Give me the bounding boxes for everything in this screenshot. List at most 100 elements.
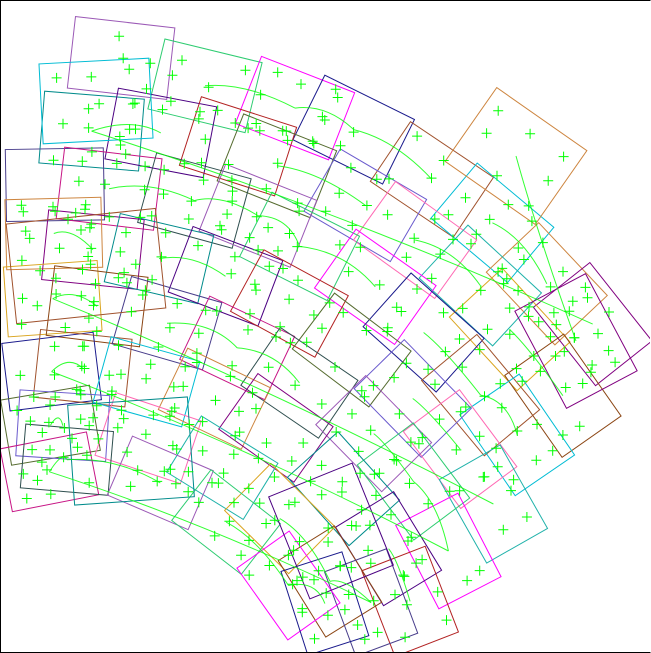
feature-point-marker (322, 610, 333, 621)
match-line (52, 294, 98, 307)
match-line (353, 129, 433, 180)
feature-point-marker (124, 64, 135, 75)
feature-point-marker (50, 392, 61, 402)
tiles-layer (1, 16, 650, 652)
match-line (91, 123, 162, 134)
feature-point-marker (251, 285, 261, 296)
feature-point-marker (158, 189, 169, 200)
match-line (423, 332, 481, 396)
feature-point-marker (25, 416, 36, 427)
image-tile (418, 224, 543, 347)
feature-point-marker (398, 570, 409, 581)
feature-point-marker (84, 420, 95, 431)
match-line (48, 456, 68, 473)
feature-point-marker (83, 313, 94, 324)
feature-point-marker (559, 346, 570, 357)
feature-point-marker (309, 574, 319, 585)
feature-point-marker (585, 367, 596, 378)
tile-outline (41, 209, 145, 290)
feature-point-marker (545, 331, 556, 342)
feature-point-marker (104, 370, 115, 381)
feature-point-marker (193, 113, 204, 124)
feature-point-marker (339, 604, 350, 615)
feature-point-marker (316, 489, 327, 500)
feature-point-marker (284, 294, 295, 305)
feature-point-marker (319, 115, 330, 125)
feature-point-marker (227, 360, 238, 371)
feature-point-marker (32, 475, 43, 486)
image-tile (38, 57, 154, 145)
feature-point-marker (130, 259, 141, 270)
feature-point-marker (264, 261, 275, 272)
feature-point-marker (336, 487, 347, 497)
feature-point-marker (71, 384, 82, 395)
feature-point-marker (345, 162, 356, 173)
feature-point-marker (504, 303, 515, 314)
feature-point-marker (324, 297, 335, 308)
tile-outline (362, 272, 485, 393)
feature-point-marker (390, 589, 400, 600)
feature-point-marker (193, 497, 204, 508)
feature-point-marker (113, 272, 124, 283)
feature-point-marker (330, 362, 340, 372)
feature-point-marker (348, 127, 359, 138)
tile-outline (356, 422, 471, 541)
feature-point-marker (197, 445, 208, 456)
feature-point-marker (558, 266, 568, 277)
feature-point-marker (495, 378, 506, 389)
image-tile (229, 249, 349, 358)
feature-point-marker (399, 571, 410, 582)
image-tile (238, 191, 361, 302)
image-tile (240, 326, 359, 439)
match-line (237, 347, 300, 384)
feature-point-marker (444, 486, 455, 497)
feature-point-marker (191, 348, 202, 359)
feature-point-marker (156, 251, 167, 262)
feature-point-marker (524, 301, 534, 312)
tile-outline (352, 180, 478, 300)
feature-point-marker (451, 444, 462, 455)
feature-point-marker (438, 307, 449, 318)
feature-point-marker (543, 175, 554, 186)
tile-outline (92, 336, 201, 428)
feature-point-marker (532, 419, 542, 430)
feature-point-marker (264, 560, 275, 571)
feature-point-marker (159, 466, 170, 477)
feature-point-marker (285, 337, 296, 348)
feature-point-marker (389, 372, 400, 383)
tile-outline (369, 120, 495, 238)
tile-outline (280, 551, 370, 652)
feature-point-marker (147, 274, 158, 285)
tile-outline (94, 391, 202, 485)
tile-outline (2, 259, 103, 338)
tile-outline (238, 191, 361, 302)
feature-point-marker (75, 389, 86, 400)
feature-point-marker (91, 400, 102, 411)
feature-point-marker (83, 251, 94, 262)
feature-point-marker (198, 175, 209, 186)
feature-point-marker (83, 103, 94, 114)
feature-point-marker (513, 285, 524, 296)
feature-point-marker (523, 311, 534, 322)
feature-point-marker (283, 499, 294, 510)
image-tile (303, 148, 428, 263)
feature-point-marker (227, 186, 238, 197)
feature-point-marker (211, 306, 222, 316)
tile-outline (157, 347, 272, 450)
feature-point-marker (21, 493, 32, 504)
feature-point-marker (247, 387, 258, 398)
feature-point-marker (482, 324, 493, 335)
feature-point-marker (271, 332, 281, 342)
feature-point-marker (195, 106, 205, 117)
feature-point-marker (535, 366, 546, 377)
feature-point-marker (130, 124, 141, 135)
feature-point-marker (243, 483, 254, 494)
feature-point-marker (216, 224, 227, 235)
feature-point-marker (16, 200, 27, 211)
match-line (373, 433, 414, 482)
feature-point-marker (145, 58, 156, 69)
match-line (288, 583, 326, 604)
tile-outline (323, 548, 419, 652)
feature-point-marker (50, 273, 61, 284)
image-tile (147, 38, 263, 134)
